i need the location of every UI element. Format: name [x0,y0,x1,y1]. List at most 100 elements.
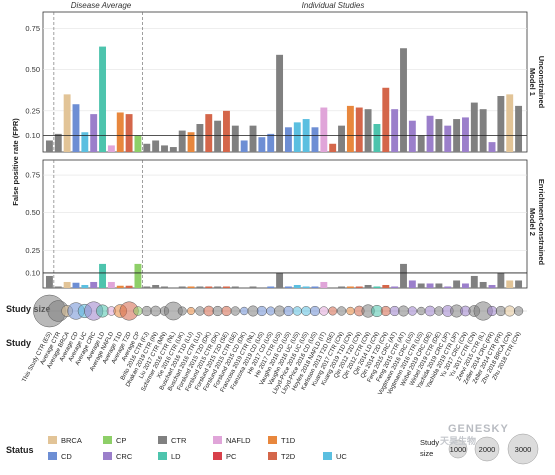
study-size-row [33,294,527,328]
bar-52 [497,96,505,152]
y-tick-label: 0.50 [25,208,40,217]
row-label-study-size: Study size [6,304,51,314]
bar-45 [435,283,443,288]
bar-22 [231,125,239,152]
bar-3 [63,94,71,152]
bar-54 [515,280,523,288]
y-tick-label: 0.10 [25,131,40,140]
watermark-sub: 天昊生物 [440,435,476,446]
size-circle-23 [239,306,249,316]
legend-swatch-brca [48,436,57,444]
bar-3 [63,281,71,288]
bar-34 [338,286,345,288]
panel-model-2: 0.10 0.25 0.50 0.75 [25,160,527,288]
bar-23 [240,140,248,152]
legend-swatch-ctr [158,436,167,444]
legend-swatch-pc [213,452,222,460]
size-circle-30 [301,306,312,316]
bar-10 [125,114,133,152]
legend-label-crc: CRC [116,452,133,461]
bar-24 [249,125,257,152]
bar-19 [205,286,213,288]
bar-20 [214,286,222,288]
size-circle-19 [203,305,215,317]
legend-label-cd: CD [61,452,72,461]
y-tick-label: 0.75 [25,24,40,33]
size-circle-42 [407,306,418,316]
bar-26 [267,286,275,288]
bar-38 [373,286,381,288]
legend-label-cp: CP [116,436,126,445]
legend-label-ld: LD [171,452,181,461]
bar-53 [506,280,514,288]
bar-40 [391,109,399,152]
status-legend: BRCA CP CTR NAFLD T1D CD CRC LD PC T2D UC [48,436,347,461]
size-circle-53 [504,305,516,317]
row-label-status: Status [6,445,34,455]
legend-label-t2d: T2D [281,452,296,461]
size-legend-title-2: size [420,449,433,458]
bar-21 [223,110,230,152]
bar-2 [54,133,62,152]
bar-48 [462,283,469,288]
y-tick-label: 0.50 [25,65,40,74]
size-circle-25 [256,305,267,317]
legend-label-ctr: CTR [171,436,187,445]
size-circle-54 [513,306,524,316]
bar-43 [417,283,425,288]
size-circle-44 [424,305,436,317]
bar-13 [152,140,160,152]
size-circle-51 [486,305,498,317]
bar-25 [258,137,266,152]
bar-36 [355,286,363,288]
legend-swatch-cd [48,452,57,460]
bar-41 [400,48,407,153]
bar-12 [143,286,151,288]
bar-37 [364,109,372,152]
bar-2 [54,286,62,288]
bar-8 [107,281,115,288]
bar-20 [214,120,222,152]
y-tick-label: 0.75 [25,171,40,180]
bar-51 [488,284,496,288]
size-circle-16 [177,306,187,316]
bar-33 [329,143,337,152]
bar-17 [187,132,195,152]
header-individual-studies: Individual Studies [302,1,365,10]
bar-18 [196,286,204,288]
size-circle-52 [495,305,506,317]
size-legend-value-1000: 1000 [450,445,467,454]
y-tick-label: 0.25 [25,106,40,115]
bar-32 [320,281,328,288]
bar-43 [417,135,425,152]
bar-21 [223,286,230,288]
panel-2-frame [42,159,528,289]
size-circle-31 [309,305,321,317]
bar-53 [506,94,514,152]
size-circle-33 [328,306,338,316]
bar-16 [178,286,186,288]
panel-model-1: 0.10 0.25 0.50 0.75 [25,12,527,153]
size-legend-circle-1000 [448,439,468,459]
size-circle-22 [230,306,240,316]
bar-54 [515,105,523,152]
bar-14 [161,145,168,152]
bar-10 [125,285,133,288]
bar-13 [152,284,160,288]
bar-51 [488,142,496,152]
size-legend-circle-2000 [474,436,500,462]
bar-30 [302,286,310,288]
size-circle-20 [212,305,223,317]
bar-28 [284,286,292,288]
bar-9 [116,285,124,288]
bar-6 [90,114,98,152]
size-circle-18 [195,306,205,316]
bar-50 [479,281,487,288]
size-circle-39 [380,305,391,317]
size-circle-41 [398,305,409,317]
bar-31 [311,127,319,152]
panel-2-label-main: Enrichment-constrained [537,179,546,266]
size-legend-value-3000: 3000 [515,445,532,454]
bar-19 [205,114,213,152]
bar-29 [293,122,301,152]
